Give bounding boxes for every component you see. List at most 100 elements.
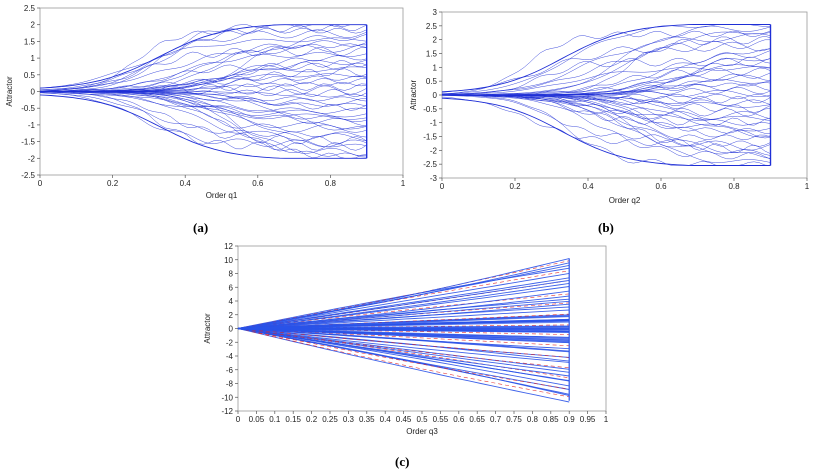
y-tick-label: 1 (31, 54, 36, 63)
attractor-curve (39, 92, 367, 138)
attractor-ray (237, 328, 570, 335)
envelope-upper (441, 24, 771, 93)
y-tick-label: -8 (226, 380, 234, 389)
attractor-curve (40, 91, 367, 130)
attractor-curve (40, 91, 367, 131)
x-tick-label: 0.4 (180, 179, 192, 188)
x-tick-label: 0.4 (582, 182, 594, 191)
y-tick-label: 2 (229, 311, 234, 320)
attractor-band (237, 327, 570, 341)
envelope-lower (441, 97, 771, 166)
y-tick-label: -1 (28, 121, 36, 130)
attractor-curve (39, 91, 367, 118)
attractor-curve (39, 91, 367, 114)
attractor-ray (237, 328, 570, 390)
y-tick-label: 2.5 (426, 22, 438, 31)
y-tick-label: 0 (433, 91, 438, 100)
attractor-curve (39, 27, 367, 92)
x-tick-label: 0.5 (416, 415, 428, 424)
attractor-ray (237, 328, 570, 363)
x-tick-label: 0.3 (343, 415, 355, 424)
attractor-ray (237, 328, 570, 350)
attractor-ray (237, 328, 570, 347)
x-tick-label: 0.05 (249, 415, 265, 424)
x-tick-label: 0.2 (107, 179, 119, 188)
y-tick-label: 0 (229, 325, 234, 334)
y-tick-label: -2.5 (423, 160, 437, 169)
y-tick-label: -0.5 (423, 105, 437, 114)
y-tick-label: 2 (31, 21, 36, 30)
x-tick-label: 0.95 (580, 415, 596, 424)
y-tick-label: -2 (28, 154, 36, 163)
attractor-ray (237, 324, 570, 329)
attractor-curve (39, 40, 367, 91)
y-tick-label: -2 (226, 338, 234, 347)
x-tick-label: 0.65 (469, 415, 485, 424)
y-tick-label: 12 (224, 242, 233, 251)
attractor-ray (237, 328, 570, 370)
attractor-ray (237, 328, 570, 373)
attractor-curve (442, 36, 771, 96)
attractor-band (237, 319, 570, 330)
attractor-curve (40, 33, 367, 92)
x-tick-label: 0.15 (285, 415, 301, 424)
x-tick-label: 1 (401, 179, 406, 188)
envelope-lower (39, 94, 367, 159)
data-series-group (441, 24, 772, 166)
y-tick-label: 1 (433, 63, 438, 72)
chart-panel-b: 3 2.5 2 1.5 1 0.5 0 -0.5 -1 -1.5 -2 -2.5 -3 0 0.2 0.4 0.… (409, 0, 815, 210)
x-tick-label: 0.35 (359, 415, 375, 424)
y-tick-label: 0.5 (426, 77, 438, 86)
attractor-curve (441, 24, 771, 94)
y-tick-label: -2.5 (21, 171, 35, 180)
y-axis-label: Attractor (203, 313, 212, 344)
attractor-ray (237, 272, 570, 329)
x-tick-label: 0.1 (269, 415, 281, 424)
attractor-curve (442, 25, 771, 96)
chart-panel-c: 12 10 8 6 4 2 0 -2 -4 -6 -8 -10 -12 0 0.05 0.1 0.15 0.2 0.… (200, 238, 615, 453)
y-tick-label: 6 (229, 283, 234, 292)
panel-label-a: (a) (193, 220, 209, 235)
attractor-ray (237, 277, 570, 329)
y-tick-label: -12 (221, 407, 233, 416)
x-tick-label: 0.45 (396, 415, 412, 424)
x-tick-label: 0.4 (380, 415, 392, 424)
attractor-ray (237, 328, 570, 377)
attractor-curve (441, 30, 771, 95)
x-axis-label: Order q2 (609, 196, 641, 205)
attractor-curve (40, 91, 367, 126)
attractor-ray (237, 328, 570, 358)
attractor-curve (39, 91, 367, 145)
y-axis-label: Attractor (5, 76, 14, 107)
x-axis-label: Order q1 (206, 191, 238, 200)
y-tick-label: 8 (229, 270, 234, 279)
x-tick-label: 0.25 (322, 415, 338, 424)
attractor-curve (441, 93, 771, 100)
x-tick-label: 0.7 (490, 415, 502, 424)
y-tick-label: -6 (226, 366, 234, 375)
y-tick-label: 3 (433, 8, 438, 17)
attractor-ray (237, 309, 570, 329)
attractor-curve (40, 52, 367, 92)
y-tick-label: -0.5 (21, 104, 35, 113)
attractor-band (237, 325, 570, 330)
envelope-upper (39, 24, 367, 89)
attractor-ray (237, 328, 570, 398)
attractor-curve (441, 95, 771, 166)
attractor-curve (442, 67, 771, 96)
x-tick-label: 0.6 (453, 415, 465, 424)
attractor-curve (442, 94, 771, 134)
x-tick-label: 0.2 (306, 415, 318, 424)
chart-panel-a: 2.5 2 1.5 1 0.5 0 -0.5 -1 -1.5 -2 -2.5 0 0.2 0.4 0.6 0.… (0, 0, 410, 210)
attractor-curve (441, 41, 771, 93)
y-tick-label: -3 (430, 174, 438, 183)
x-tick-label: 0.85 (543, 415, 559, 424)
attractor-curve (39, 91, 367, 151)
y-tick-label: 2.5 (24, 4, 36, 13)
attractor-ray (237, 258, 570, 329)
x-tick-label: 0 (38, 179, 43, 188)
attractor-curve (442, 31, 771, 96)
x-tick-label: 0.8 (527, 415, 539, 424)
data-series-group (39, 24, 368, 159)
